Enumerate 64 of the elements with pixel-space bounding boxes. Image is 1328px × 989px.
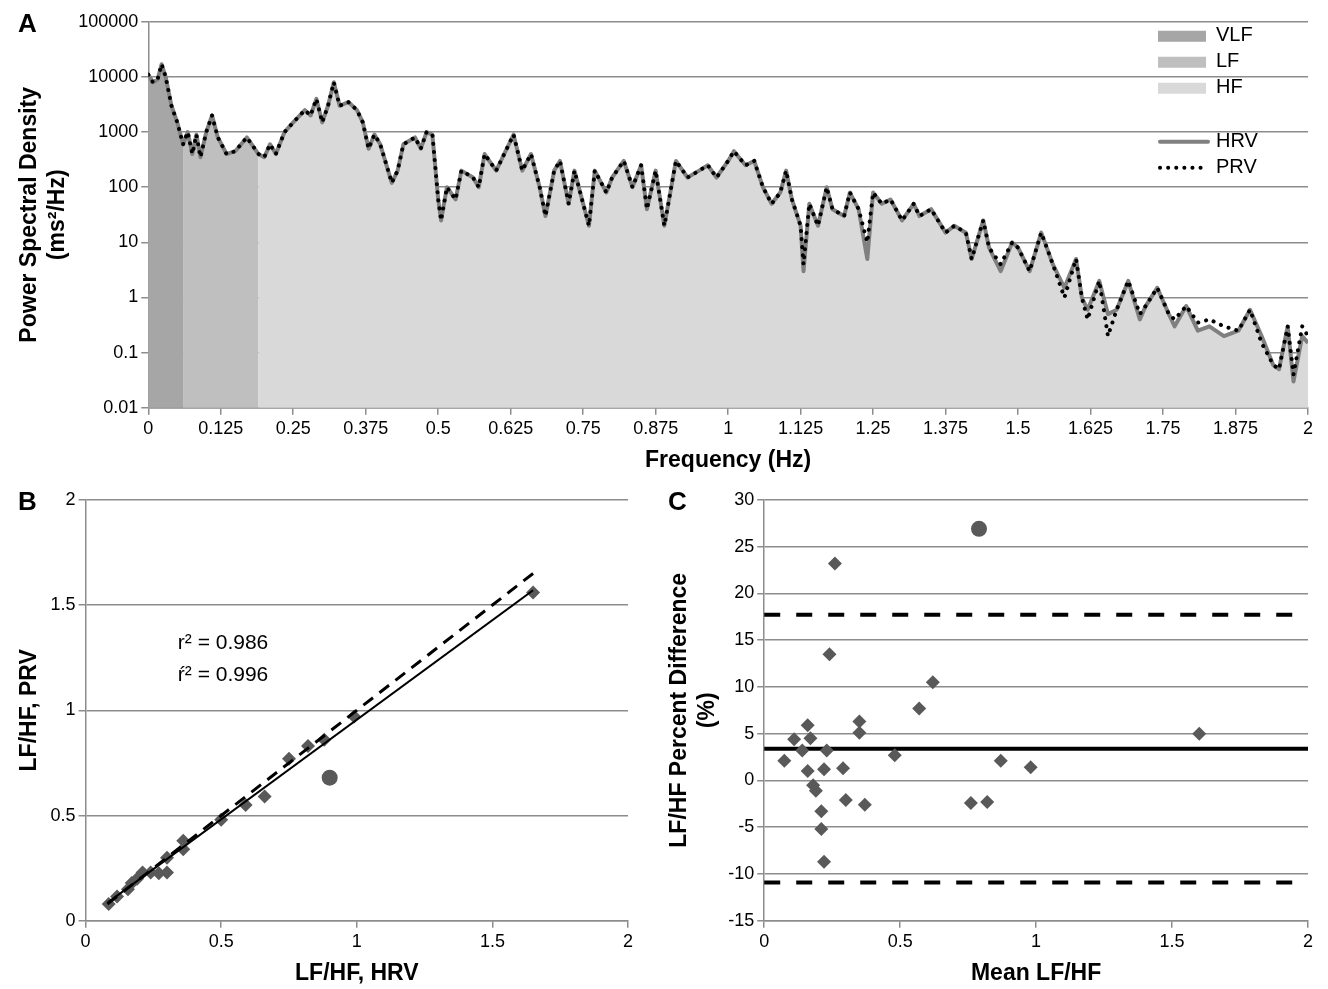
y-tick-label: 0 xyxy=(65,909,76,930)
annotation: ŕ² = 0.996 xyxy=(177,661,269,685)
y-tick-label: 20 xyxy=(734,582,755,603)
x-tick-label: 0.75 xyxy=(565,417,601,438)
chart-title: B xyxy=(18,486,37,517)
y-tick-label: 0.5 xyxy=(50,804,76,825)
y-tick-label: 5 xyxy=(744,722,755,743)
y-tick-label: 25 xyxy=(734,535,755,556)
x-tick-label: 1.5 xyxy=(479,930,505,951)
y-tick-label: -5 xyxy=(738,816,755,837)
y-tick-label: 0.1 xyxy=(113,341,139,362)
legend-label: PRV xyxy=(1216,155,1258,178)
chart-title: A xyxy=(18,8,37,39)
legend-label: HRV xyxy=(1216,129,1259,152)
y-tick-label: 30 xyxy=(734,488,755,509)
y-tick-label: 100 xyxy=(108,176,139,197)
x-tick-label: 0.25 xyxy=(275,417,311,438)
x-tick-label: 0.125 xyxy=(198,417,244,438)
x-tick-label: 1 xyxy=(1031,930,1042,951)
x-tick-label: 0.375 xyxy=(343,417,389,438)
y-tick-label: 15 xyxy=(734,629,755,650)
x-tick-label: 0.875 xyxy=(633,417,679,438)
x-axis-title: Mean LF/HF xyxy=(970,958,1102,985)
x-tick-label: 1.5 xyxy=(1005,417,1031,438)
x-axis-title: LF/HF, HRV xyxy=(295,958,420,985)
y-tick-label: 100000 xyxy=(78,10,139,31)
x-tick-label: 1.875 xyxy=(1212,417,1259,438)
x-tick-label: 1.125 xyxy=(778,417,824,438)
legend-label: VLF xyxy=(1216,23,1253,46)
y-tick-label: 10000 xyxy=(88,65,139,86)
x-tick-label: 1.25 xyxy=(855,417,891,438)
x-tick-label: 1.375 xyxy=(923,417,969,438)
y-tick-label: 0.01 xyxy=(103,396,139,417)
y-tick-label: -10 xyxy=(728,862,755,883)
annotation: r² = 0.986 xyxy=(177,629,269,653)
chart-title: C xyxy=(668,486,687,517)
y-tick-label: 1000 xyxy=(98,121,139,142)
x-tick-label: 1.5 xyxy=(1159,930,1185,951)
x-tick-label: 2 xyxy=(1302,417,1314,438)
y-tick-label: 2 xyxy=(65,488,76,509)
y-tick-label: 1.5 xyxy=(50,594,76,615)
y-tick-label: 1 xyxy=(128,286,139,307)
x-tick-label: 0.5 xyxy=(208,930,234,951)
x-tick-label: 0.5 xyxy=(425,417,451,438)
y-tick-label: 0 xyxy=(744,769,755,790)
y-tick-label: 1 xyxy=(65,699,76,720)
x-tick-label: 1.75 xyxy=(1145,417,1181,438)
x-tick-label: 2 xyxy=(622,930,634,951)
y-axis-title: LF/HF, PRV xyxy=(15,648,42,772)
y-tick-label: -15 xyxy=(728,909,755,930)
y-axis-title: LF/HF Percent Difference (%) xyxy=(665,572,719,848)
y-tick-label: 10 xyxy=(734,675,755,696)
x-tick-label: 0 xyxy=(759,930,770,951)
x-tick-label: 1 xyxy=(351,930,362,951)
x-tick-label: 0.5 xyxy=(887,930,913,951)
y-axis-title: Power Spectral Density (ms²/Hz) xyxy=(15,86,69,343)
y-tick-label: 10 xyxy=(118,231,139,252)
x-tick-label: 0 xyxy=(143,417,154,438)
x-tick-label: 0.625 xyxy=(488,417,534,438)
x-axis-title: Frequency (Hz) xyxy=(645,445,812,472)
legend-label: HF xyxy=(1216,75,1243,98)
legend-label: LF xyxy=(1216,49,1240,72)
x-tick-label: 1.625 xyxy=(1068,417,1114,438)
x-tick-label: 2 xyxy=(1302,930,1314,951)
